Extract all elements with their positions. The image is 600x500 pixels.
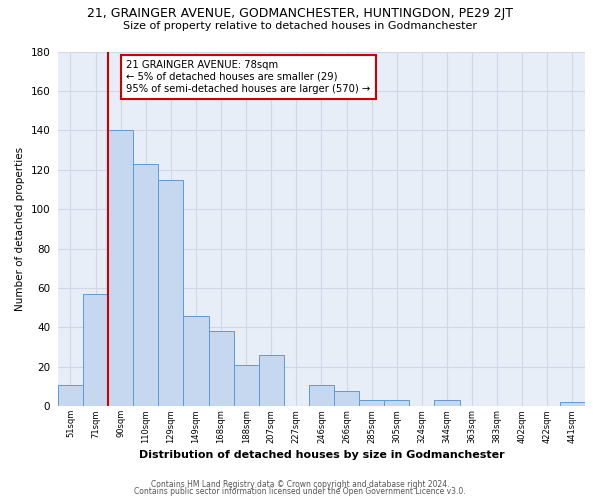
Bar — [108, 130, 133, 406]
Text: 21 GRAINGER AVENUE: 78sqm
← 5% of detached houses are smaller (29)
95% of semi-d: 21 GRAINGER AVENUE: 78sqm ← 5% of detach… — [127, 60, 371, 94]
X-axis label: Distribution of detached houses by size in Godmanchester: Distribution of detached houses by size … — [139, 450, 504, 460]
Text: 21, GRAINGER AVENUE, GODMANCHESTER, HUNTINGDON, PE29 2JT: 21, GRAINGER AVENUE, GODMANCHESTER, HUNT… — [87, 8, 513, 20]
Bar — [434, 400, 460, 406]
Bar — [158, 180, 184, 406]
Text: Contains HM Land Registry data © Crown copyright and database right 2024.: Contains HM Land Registry data © Crown c… — [151, 480, 449, 489]
Text: Contains public sector information licensed under the Open Government Licence v3: Contains public sector information licen… — [134, 487, 466, 496]
Bar — [560, 402, 585, 406]
Bar — [359, 400, 384, 406]
Bar — [233, 365, 259, 406]
Bar — [259, 355, 284, 406]
Bar — [83, 294, 108, 406]
Text: Size of property relative to detached houses in Godmanchester: Size of property relative to detached ho… — [123, 21, 477, 31]
Bar — [309, 384, 334, 406]
Bar — [184, 316, 209, 406]
Bar — [209, 332, 233, 406]
Bar — [334, 390, 359, 406]
Bar — [58, 384, 83, 406]
Bar — [133, 164, 158, 406]
Y-axis label: Number of detached properties: Number of detached properties — [15, 147, 25, 311]
Bar — [384, 400, 409, 406]
